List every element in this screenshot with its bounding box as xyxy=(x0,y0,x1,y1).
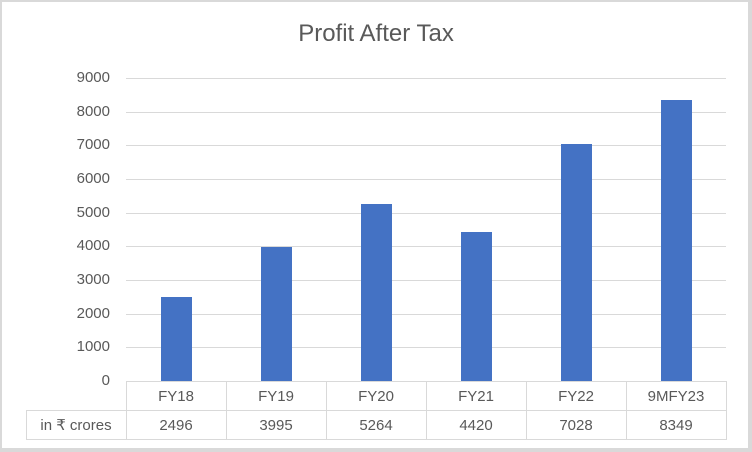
y-tick-label: 7000 xyxy=(76,136,110,153)
table-value: 8349 xyxy=(659,417,693,434)
y-tick-label: 8000 xyxy=(76,103,110,120)
gridline xyxy=(126,213,726,214)
gridline xyxy=(126,145,726,146)
gridline xyxy=(126,347,726,348)
table-border xyxy=(526,381,527,439)
chart-title: Profit After Tax xyxy=(298,20,454,47)
gridline xyxy=(126,179,726,180)
x-category-label: FY22 xyxy=(558,388,594,405)
table-border xyxy=(226,381,227,439)
table-border xyxy=(326,381,327,439)
y-tick-label: 2000 xyxy=(76,305,110,322)
x-category-label: FY20 xyxy=(358,388,394,405)
gridline xyxy=(126,280,726,281)
y-tick-label: 1000 xyxy=(76,338,110,355)
y-tick-label: 4000 xyxy=(76,237,110,254)
table-border xyxy=(426,381,427,439)
bar-fy22 xyxy=(561,144,592,381)
table-value: 4420 xyxy=(459,417,493,434)
table-border xyxy=(126,381,127,439)
bar-fy19 xyxy=(261,247,292,381)
table-border xyxy=(626,381,627,439)
table-border xyxy=(26,439,727,440)
table-border xyxy=(726,381,727,439)
x-category-label: 9MFY23 xyxy=(647,388,705,405)
table-border xyxy=(26,410,27,439)
gridline xyxy=(126,112,726,113)
gridline xyxy=(126,246,726,247)
table-value: 3995 xyxy=(259,417,293,434)
x-category-label: FY19 xyxy=(258,388,294,405)
table-border xyxy=(26,410,726,411)
table-value: 2496 xyxy=(159,417,193,434)
y-tick-label: 0 xyxy=(101,372,110,389)
table-value: 5264 xyxy=(359,417,393,434)
y-tick-label: 3000 xyxy=(76,271,110,288)
x-category-label: FY21 xyxy=(458,388,494,405)
x-category-label: FY18 xyxy=(158,388,194,405)
bar-fy21 xyxy=(461,232,492,381)
table-row-label: in ₹ crores xyxy=(40,417,112,434)
table-value: 7028 xyxy=(559,417,593,434)
bar-9mfy23 xyxy=(661,100,692,381)
gridline xyxy=(126,78,726,79)
y-tick-label: 6000 xyxy=(76,170,110,187)
bar-fy20 xyxy=(361,204,392,381)
y-tick-label: 5000 xyxy=(76,204,110,221)
gridline xyxy=(126,314,726,315)
bar-fy18 xyxy=(161,297,192,381)
y-tick-label: 9000 xyxy=(76,69,110,86)
